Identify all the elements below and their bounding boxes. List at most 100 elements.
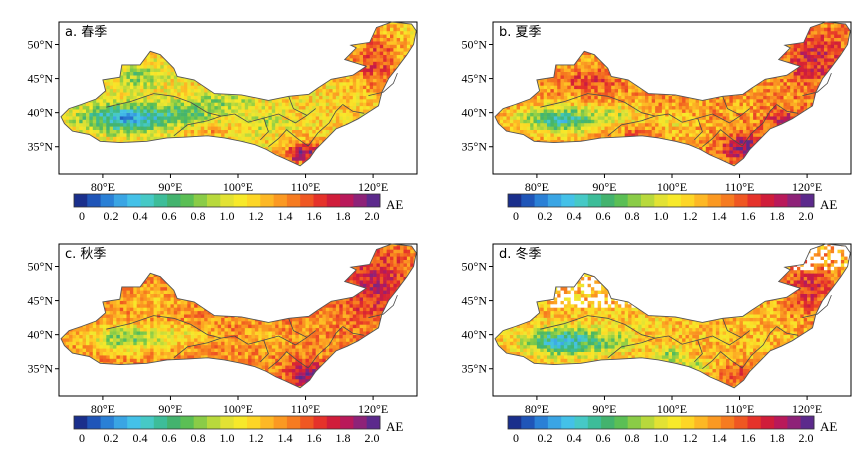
lon-tick-label: 110°E [291, 402, 321, 416]
lat-tick-label: 35°N [28, 140, 54, 154]
colorbar-tick-label: 0 [513, 431, 519, 445]
colorbar-tick-label: 1.0 [654, 209, 669, 222]
lon-tick-label: 120°E [358, 180, 388, 194]
colorbar-tick-label: 2.0 [799, 431, 814, 445]
colorbar-swatch [127, 416, 141, 429]
colorbar-swatch [787, 194, 801, 207]
colorbar-tick-label: 0.4 [567, 209, 582, 222]
colorbar-swatch [154, 194, 168, 207]
colorbar-swatch [300, 194, 314, 207]
colorbar-swatch [787, 416, 801, 429]
colorbar-swatch [548, 416, 562, 429]
lon-tick-label: 120°E [358, 402, 388, 416]
colorbar-tick-label: 1.0 [220, 431, 235, 445]
colorbar-swatch [114, 416, 128, 429]
colorbar-unit: AE [386, 197, 403, 212]
colorbar-swatch [721, 416, 735, 429]
colorbar-swatch [141, 416, 155, 429]
colorbar-swatch [548, 194, 562, 207]
colorbar-tick-label: 0.6 [162, 209, 177, 222]
lon-tick-label: 80°E [525, 180, 549, 194]
lon-tick-label: 90°E [592, 180, 616, 194]
colorbar-swatch [535, 416, 549, 429]
colorbar-swatch [721, 194, 735, 207]
colorbar-tick-label: 1.4 [278, 209, 293, 222]
colorbar-swatch [588, 194, 602, 207]
colorbar-swatch [588, 416, 602, 429]
colorbar-swatch [601, 194, 615, 207]
colorbar-swatch [154, 416, 168, 429]
colorbar-swatch [353, 416, 367, 429]
colorbar-swatch [207, 194, 221, 207]
colorbar-swatch [774, 194, 788, 207]
lat-tick-label: 50°N [462, 37, 488, 51]
colorbar-tick-label: 1.0 [654, 431, 669, 445]
colorbar-swatch [74, 416, 88, 429]
lat-tick-label: 40°N [462, 106, 488, 120]
colorbar-swatch [774, 416, 788, 429]
colorbar-swatch [114, 194, 128, 207]
colorbar-tick-label: 1.6 [307, 209, 322, 222]
colorbar-swatch [327, 194, 341, 207]
colorbar-swatch [234, 194, 248, 207]
colorbar-swatch [628, 194, 642, 207]
colorbar-swatch [287, 194, 301, 207]
colorbar-swatch [180, 194, 194, 207]
colorbar-unit: AE [820, 197, 837, 212]
colorbar-swatch [654, 416, 668, 429]
colorbar-swatch [748, 416, 762, 429]
lat-tick-label: 50°N [28, 37, 54, 51]
colorbar-tick-label: 0.8 [191, 431, 206, 445]
colorbar-swatch [681, 416, 695, 429]
colorbar-tick-label: 1.4 [712, 209, 727, 222]
lon-tick-label: 120°E [792, 402, 822, 416]
colorbar-swatch [101, 416, 115, 429]
lon-tick-label: 100°E [657, 180, 687, 194]
colorbar-tick-label: 0 [79, 209, 85, 222]
colorbar-swatch [801, 194, 815, 207]
panel-title: d. 冬季 [499, 246, 542, 262]
colorbar-swatch [654, 194, 668, 207]
colorbar-swatch [601, 416, 615, 429]
colorbar-tick-label: 2.0 [799, 209, 814, 222]
colorbar-tick-label: 2.0 [365, 431, 380, 445]
lon-tick-label: 110°E [291, 180, 321, 194]
colorbar-swatch [260, 416, 274, 429]
colorbar-swatch [367, 194, 381, 207]
colorbar-swatch [87, 194, 101, 207]
colorbar-swatch [561, 194, 575, 207]
colorbar-swatch [641, 194, 655, 207]
colorbar-swatch [274, 416, 288, 429]
panel-title: b. 夏季 [499, 25, 542, 40]
colorbar-swatch [734, 416, 748, 429]
colorbar-swatch [220, 194, 234, 207]
colorbar [74, 416, 380, 429]
colorbar-swatch [353, 194, 367, 207]
colorbar-swatch [561, 416, 575, 429]
colorbar-tick-label: 0.6 [162, 431, 177, 445]
lon-tick-label: 100°E [223, 180, 253, 194]
colorbar-tick-label: 0.8 [191, 209, 206, 222]
colorbar-swatch [734, 194, 748, 207]
colorbar-tick-label: 1.8 [770, 431, 785, 445]
colorbar [508, 416, 814, 429]
colorbar-tick-label: 0 [513, 209, 519, 222]
colorbar-swatch [87, 416, 101, 429]
colorbar-tick-label: 0.6 [596, 431, 611, 445]
colorbar-tick-label: 0.2 [538, 431, 553, 445]
colorbar-swatch [614, 194, 628, 207]
colorbar-swatch [521, 194, 535, 207]
lat-tick-label: 35°N [462, 362, 488, 376]
colorbar-swatch [234, 416, 248, 429]
colorbar-swatch [207, 416, 221, 429]
colorbar-tick-label: 1.4 [712, 431, 727, 445]
colorbar-tick-label: 0.6 [596, 209, 611, 222]
colorbar-swatch [314, 194, 328, 207]
colorbar-swatch [694, 194, 708, 207]
colorbar [508, 194, 814, 207]
colorbar-swatch [180, 416, 194, 429]
